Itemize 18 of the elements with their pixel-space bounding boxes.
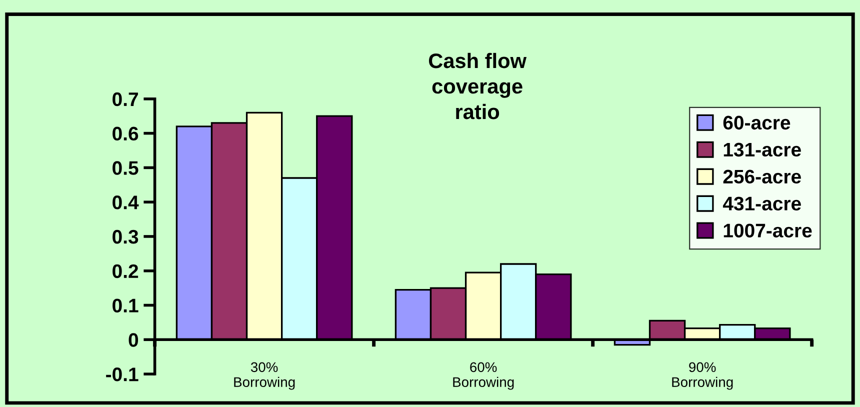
legend-label: 256-acre bbox=[723, 170, 801, 184]
y-tick-label: 0.5 bbox=[112, 161, 138, 175]
x-tick-label: 90% Borrowing bbox=[672, 362, 733, 390]
y-tick-label: 0 bbox=[128, 333, 138, 347]
legend-label: 131-acre bbox=[724, 142, 801, 157]
y-tick-label: 0.2 bbox=[112, 264, 138, 278]
legend-label: 431-acre bbox=[722, 196, 801, 211]
chart-title: Cash flow coverage ratio bbox=[428, 52, 527, 120]
y-tick-label: 0.6 bbox=[112, 126, 138, 141]
x-tick-label: 60% Borrowing bbox=[453, 362, 514, 390]
legend-label: 1007-acre bbox=[724, 224, 812, 238]
y-tick-label: 0.3 bbox=[112, 230, 138, 244]
y-tick-label: 0.4 bbox=[112, 196, 139, 210]
y-tick-label: 0.7 bbox=[112, 92, 138, 106]
y-tick-label: 0.1 bbox=[112, 298, 138, 312]
y-tick-label: -0.1 bbox=[106, 368, 138, 382]
x-tick-label: 30% Borrowing bbox=[234, 362, 295, 390]
legend-label: 60-acre bbox=[723, 116, 790, 130]
